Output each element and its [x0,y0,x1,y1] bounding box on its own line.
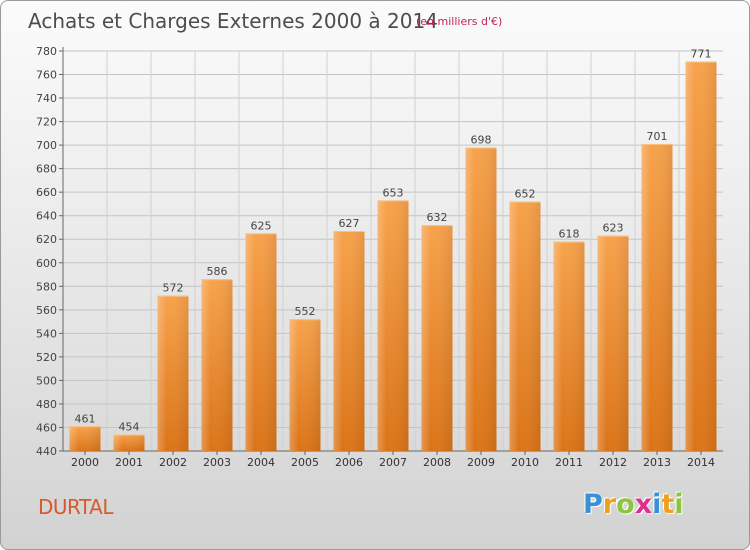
y-tick-label: 460 [36,421,57,434]
y-tick-label: 660 [36,186,57,199]
logo-letter: i [652,489,662,520]
bar-shading [113,434,145,451]
y-tick-label: 580 [36,280,57,293]
x-tick-label: 2008 [423,456,451,469]
x-tick-label: 2009 [467,456,495,469]
label-layer: 461 454 572 586 625 552 627 653 632 698 652 618 623 7… [75,48,712,434]
data-label: 572 [163,282,184,295]
bar-shading [201,279,233,451]
data-label: 632 [427,211,448,224]
bar-shading [157,295,189,451]
bar-shading [377,200,409,451]
bar-layer [69,61,717,452]
y-tick-label: 440 [36,445,57,458]
y-tick-label: 520 [36,351,57,364]
x-tick-label: 2004 [247,456,275,469]
data-label: 652 [515,188,536,201]
location-name: DURTAL [38,495,113,519]
data-label: 771 [691,48,712,61]
data-label: 454 [119,421,140,434]
bar-shading [333,231,365,451]
axis-layer: 440 460 480 500 520 540 560 580 600 620 640 660 680 7… [36,45,723,469]
bar-shading [509,201,541,451]
x-tick-label: 2011 [555,456,583,469]
x-tick-label: 2003 [203,456,231,469]
data-label: 618 [559,228,580,241]
logo-letter: t [661,489,675,520]
data-label: 623 [603,222,624,235]
y-tick-label: 700 [36,139,57,152]
data-label: 461 [75,412,96,425]
logo-letter: r [602,489,617,520]
x-tick-label: 2013 [643,456,671,469]
logo-letter: o [616,489,635,520]
y-tick-label: 540 [36,327,57,340]
bar-shading [465,147,497,451]
logo-letter: i [674,489,684,520]
logo-letter: x [634,489,653,520]
bar-shading [69,426,101,451]
chart-subtitle: (en milliers d'€) [416,15,503,28]
y-tick-label: 760 [36,69,57,82]
x-tick-label: 2000 [71,456,99,469]
bar-shading [685,61,717,452]
bar-shading [245,233,277,451]
bar-shading [289,319,321,451]
bar-shading [641,143,673,452]
y-tick-label: 480 [36,398,57,411]
y-tick-label: 500 [36,374,57,387]
bar-shading [421,225,453,451]
y-tick-label: 740 [36,92,57,105]
data-label: 586 [207,265,228,278]
proxiti-logo[interactable]: Proxiti [583,489,684,520]
y-tick-label: 600 [36,257,57,270]
data-label: 653 [383,186,404,199]
bar-shading [597,235,629,451]
chart-title: Achats et Charges Externes 2000 à 2014 [28,9,438,33]
data-label: 552 [295,305,316,318]
data-label: 698 [471,133,492,146]
data-label: 701 [647,130,668,143]
data-label: 627 [339,217,360,230]
y-tick-label: 560 [36,304,57,317]
x-tick-label: 2007 [379,456,407,469]
data-label: 625 [251,219,272,232]
x-tick-label: 2005 [291,456,319,469]
logo-letter: P [583,489,603,520]
x-tick-label: 2014 [687,456,715,469]
bar-shading [553,241,585,451]
y-tick-label: 780 [36,45,57,58]
y-tick-label: 720 [36,116,57,129]
x-tick-label: 2010 [511,456,539,469]
x-tick-label: 2012 [599,456,627,469]
x-tick-label: 2002 [159,456,187,469]
x-tick-label: 2001 [115,456,143,469]
x-tick-label: 2006 [335,456,363,469]
y-tick-label: 620 [36,233,57,246]
y-tick-label: 640 [36,210,57,223]
y-tick-label: 680 [36,163,57,176]
